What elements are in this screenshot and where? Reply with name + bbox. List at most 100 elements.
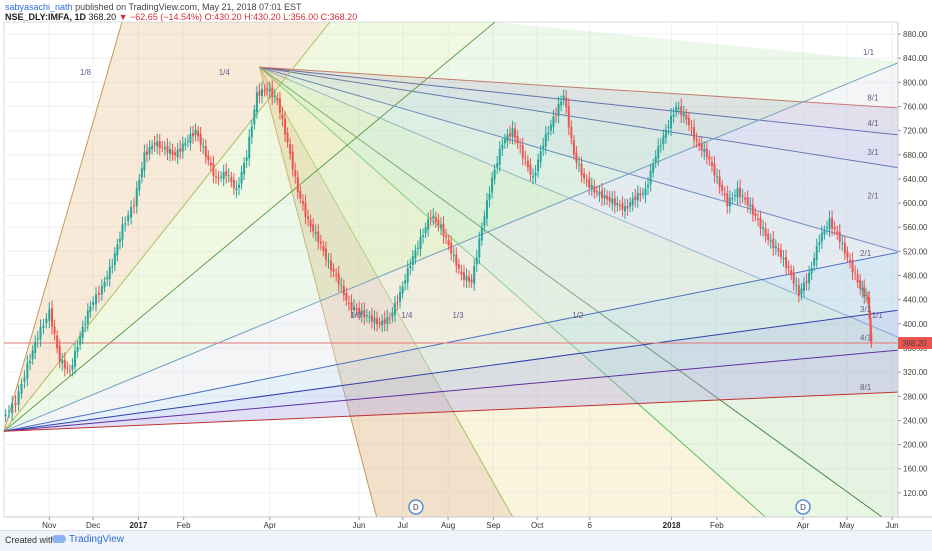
- candle-body: [843, 242, 846, 254]
- candle-body: [560, 101, 563, 106]
- candle-body: [868, 314, 871, 319]
- candle-body: [473, 265, 476, 285]
- y-tick-label: 600.00: [903, 199, 928, 208]
- candle-body: [795, 284, 798, 286]
- candle-body: [506, 135, 509, 142]
- candle-body: [613, 198, 616, 206]
- candle-body: [672, 114, 675, 117]
- publish-info: published on TradingView.com, May 21, 20…: [75, 2, 302, 12]
- fan-top-line: [259, 66, 901, 530]
- candle-body: [381, 320, 384, 326]
- candle-body: [255, 92, 258, 113]
- candle-body: [455, 254, 458, 266]
- x-tick-label: Nov: [42, 521, 56, 530]
- y-tick-label: 160.00: [903, 465, 928, 474]
- candle-body: [296, 177, 299, 193]
- candle-body: [347, 302, 350, 304]
- ohlc-values: O:430.20 H:430.20 L:356.00 C:368.20: [204, 12, 358, 22]
- candle-body: [580, 163, 583, 176]
- candle-body: [327, 260, 330, 262]
- candle-body: [393, 303, 396, 315]
- candle-body: [731, 197, 734, 199]
- candle-body: [838, 231, 841, 242]
- candle-body: [603, 194, 606, 199]
- candle-body: [248, 136, 251, 159]
- candle-body: [217, 177, 220, 179]
- candle-body: [695, 138, 698, 142]
- candle-body: [595, 190, 598, 193]
- candle-body: [841, 242, 844, 244]
- candle-body: [278, 98, 281, 113]
- candle-body: [342, 285, 345, 296]
- candle-body: [442, 223, 445, 237]
- candle-body: [606, 195, 609, 200]
- candle-body: [168, 148, 171, 154]
- x-tick-label: Feb: [710, 521, 724, 530]
- candle-body: [86, 310, 89, 325]
- candle-body: [457, 264, 460, 269]
- candle-body: [450, 242, 453, 254]
- y-tick-label: 560.00: [903, 223, 928, 232]
- candle-body: [741, 195, 744, 197]
- candle-body: [685, 114, 688, 120]
- candle-body: [664, 129, 667, 138]
- candle-body: [856, 274, 859, 283]
- author-link[interactable]: sabyasachi_nath: [5, 2, 73, 12]
- candle-body: [365, 315, 368, 317]
- fan-ratio-label: 3/1: [867, 148, 879, 157]
- y-tick-label: 720.00: [903, 127, 928, 136]
- price-chart[interactable]: 1/8 1/4 1/8 1/4 1/3 1/2 1/1 1/1 8/1 4/1 3/1 2/1 2/1 3…: [0, 0, 932, 530]
- y-tick-label: 480.00: [903, 272, 928, 281]
- fan-ratio-label: 2/1: [867, 191, 879, 200]
- candle-body: [690, 127, 693, 129]
- candle-body: [818, 242, 821, 245]
- x-tick-label: Feb: [177, 521, 191, 530]
- candle-body: [866, 297, 869, 300]
- fan-bottom-zone: [4, 22, 900, 432]
- candle-body: [493, 169, 496, 180]
- last-price-tag-label: 368.20: [902, 339, 927, 348]
- candle-body: [705, 148, 708, 158]
- candle-body: [383, 318, 386, 324]
- candle-body: [116, 244, 119, 256]
- fan-ratio-label: 1/3: [452, 311, 464, 320]
- candle-body: [636, 192, 639, 201]
- fan-ratio-label: 8/1: [860, 383, 872, 392]
- candle-body: [465, 275, 468, 281]
- candle-body: [846, 251, 849, 258]
- candle-body: [764, 228, 767, 237]
- candle-body: [71, 365, 74, 370]
- candle-body: [480, 227, 483, 241]
- candle-body: [611, 198, 614, 204]
- candle-body: [659, 145, 662, 147]
- candle-body: [585, 180, 588, 182]
- candle-body: [140, 168, 143, 178]
- candle-body: [79, 335, 82, 345]
- candle-body: [634, 196, 637, 200]
- candle-body: [130, 207, 133, 218]
- candle-body: [158, 141, 161, 149]
- fan-top-line: [259, 66, 901, 253]
- candle-body: [716, 176, 719, 178]
- candle-body: [792, 272, 795, 284]
- tradingview-logo[interactable]: TradingView: [52, 534, 124, 545]
- candle-body: [782, 257, 785, 260]
- fan-top-line: [259, 67, 381, 530]
- candle-body: [462, 272, 465, 280]
- candle-body: [353, 306, 356, 310]
- candle-body: [863, 287, 866, 297]
- candle-body: [81, 326, 84, 338]
- candle-body: [106, 277, 109, 280]
- candle-body: [289, 143, 292, 154]
- candle-body: [785, 257, 788, 268]
- candle-body: [148, 147, 151, 154]
- candle-body: [286, 132, 289, 143]
- candle-body: [61, 360, 64, 364]
- y-tick-label: 840.00: [903, 54, 928, 63]
- candle-body: [567, 105, 570, 128]
- candle-body: [851, 259, 854, 273]
- candle-body: [854, 272, 857, 274]
- fan-bottom-line: [3, 251, 901, 432]
- candle-body: [848, 259, 851, 262]
- candle-body: [639, 193, 642, 196]
